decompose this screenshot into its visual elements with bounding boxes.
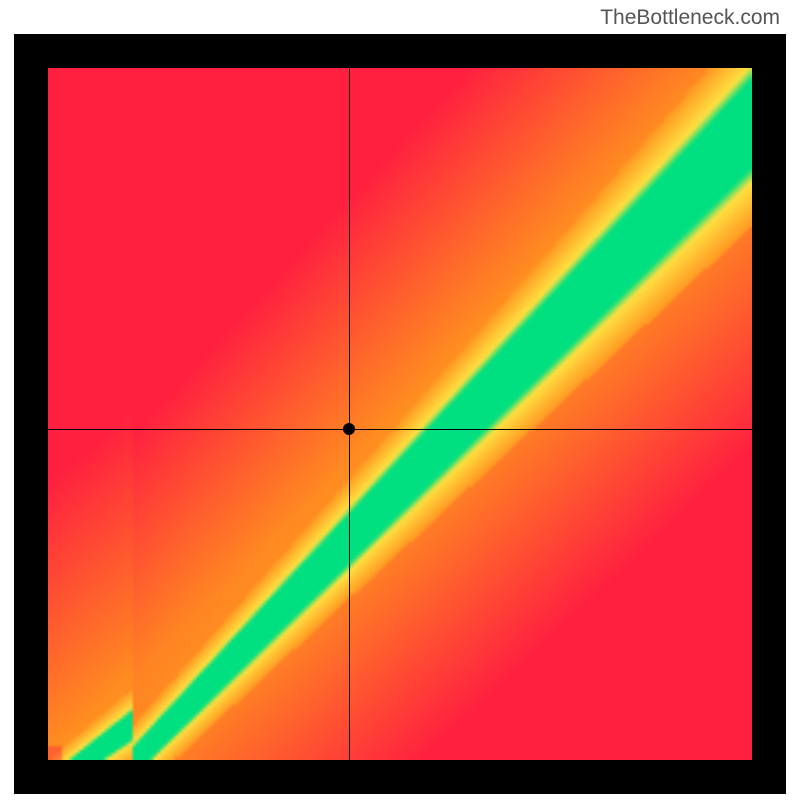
- crosshair-horizontal: [48, 429, 752, 430]
- watermark-text: TheBottleneck.com: [600, 6, 780, 30]
- crosshair-vertical: [349, 68, 350, 760]
- heatmap-canvas: [48, 68, 752, 760]
- chart-container: TheBottleneck.com: [0, 0, 800, 800]
- heatmap-plot: [48, 68, 752, 760]
